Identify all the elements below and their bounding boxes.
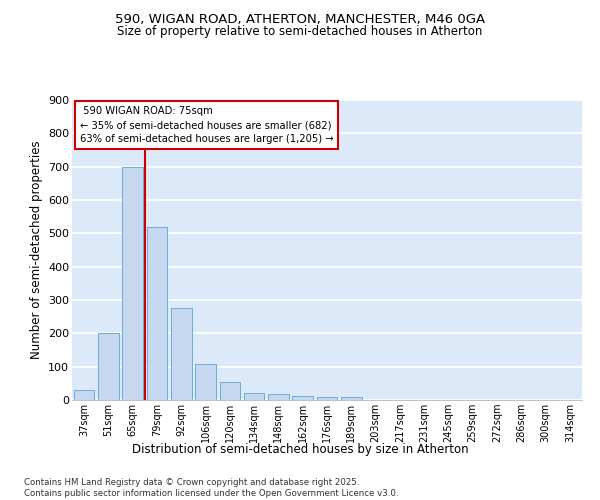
Bar [74, 390, 94, 400]
Bar [317, 396, 337, 400]
Bar [244, 392, 265, 400]
Bar [341, 398, 362, 400]
Text: Size of property relative to semi-detached houses in Atherton: Size of property relative to semi-detach… [118, 25, 482, 38]
Text: Distribution of semi-detached houses by size in Atherton: Distribution of semi-detached houses by … [131, 442, 469, 456]
Bar [268, 394, 289, 400]
Bar [171, 308, 191, 400]
Bar [220, 382, 240, 400]
Text: 590 WIGAN ROAD: 75sqm
← 35% of semi-detached houses are smaller (682)
63% of sem: 590 WIGAN ROAD: 75sqm ← 35% of semi-deta… [80, 106, 333, 144]
Y-axis label: Number of semi-detached properties: Number of semi-detached properties [29, 140, 43, 360]
Bar [122, 166, 143, 400]
Bar [292, 396, 313, 400]
Bar [146, 226, 167, 400]
Bar [98, 334, 119, 400]
Text: Contains HM Land Registry data © Crown copyright and database right 2025.
Contai: Contains HM Land Registry data © Crown c… [24, 478, 398, 498]
Bar [195, 364, 216, 400]
Text: 590, WIGAN ROAD, ATHERTON, MANCHESTER, M46 0GA: 590, WIGAN ROAD, ATHERTON, MANCHESTER, M… [115, 12, 485, 26]
